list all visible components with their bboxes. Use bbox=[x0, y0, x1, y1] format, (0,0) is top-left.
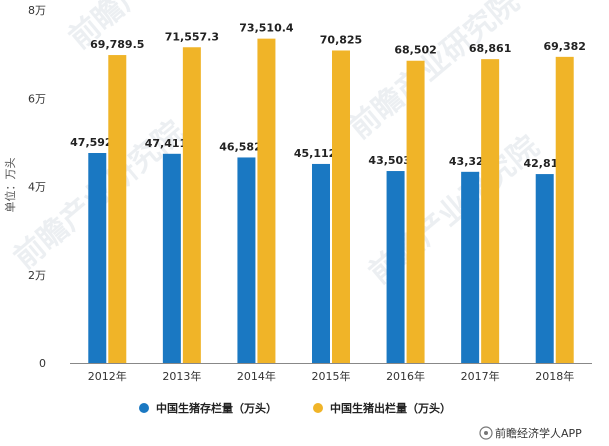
data-label: 43,325 bbox=[449, 155, 491, 168]
bars: 47,592.2 47,411.3 46,582.7 45,112.543,503.7… bbox=[70, 22, 586, 364]
x-tick-label: 2016年 bbox=[386, 369, 425, 383]
x-tick-label: 2018年 bbox=[535, 369, 574, 383]
bar-slaughter-3 bbox=[332, 50, 350, 364]
legend-marker bbox=[139, 403, 149, 413]
bar-stock-0 bbox=[88, 152, 107, 363]
source-logo-dot bbox=[484, 431, 488, 435]
bar-stock-5 bbox=[461, 171, 480, 363]
x-axis: 2012年 2013年 2014年 2015年 2016年 2017年 2018年 bbox=[70, 363, 592, 383]
legend-label: 中国生猪存栏量（万头） bbox=[156, 401, 277, 415]
y-axis-title: 单位：万头 bbox=[3, 158, 17, 213]
bar-slaughter-5 bbox=[481, 59, 500, 363]
data-label: 68,502 bbox=[394, 44, 436, 57]
data-label: 70,825 bbox=[320, 33, 362, 46]
data-label: 73,510.4 bbox=[239, 22, 294, 35]
y-axis: 0 2万 4万 6万 8万 bbox=[28, 4, 46, 370]
legend-marker bbox=[313, 403, 323, 413]
data-label: 42,817 bbox=[523, 157, 565, 170]
y-tick-label: 0 bbox=[39, 357, 46, 370]
bar-stock-6 bbox=[535, 174, 554, 363]
y-tick-label: 2万 bbox=[28, 269, 46, 282]
bar-stock-3 bbox=[312, 163, 330, 363]
bar-slaughter-2 bbox=[257, 38, 276, 363]
x-tick-label: 2015年 bbox=[312, 369, 351, 383]
legend-label: 中国生猪出栏量（万头） bbox=[330, 401, 451, 415]
source-attribution: 前瞻经济学人APP bbox=[479, 426, 582, 440]
x-tick-label: 2014年 bbox=[237, 369, 276, 383]
bar-stock-1 bbox=[162, 153, 181, 363]
data-label: 71,557.3 bbox=[165, 30, 219, 43]
x-tick-label: 2012年 bbox=[88, 369, 127, 383]
data-label: 69,382 bbox=[543, 40, 585, 53]
x-tick-label: 2017年 bbox=[461, 369, 500, 383]
legend: 中国生猪存栏量（万头） 中国生猪出栏量（万头） bbox=[139, 401, 451, 415]
y-tick-label: 8万 bbox=[28, 4, 46, 17]
bar-slaughter-0 bbox=[108, 55, 127, 363]
source-text: 前瞻经济学人APP bbox=[495, 426, 582, 440]
bar-slaughter-1 bbox=[182, 47, 201, 363]
x-tick-label: 2013年 bbox=[162, 369, 201, 383]
data-label: 69,789.5 bbox=[90, 38, 144, 51]
bar-slaughter-6 bbox=[555, 56, 574, 363]
y-tick-label: 6万 bbox=[28, 92, 46, 105]
data-label: 68,861 bbox=[469, 42, 511, 55]
source-logo-icon bbox=[479, 426, 493, 440]
bar-stock-2 bbox=[237, 157, 256, 363]
bar-slaughter-4 bbox=[406, 60, 425, 363]
y-tick-label: 4万 bbox=[28, 181, 46, 194]
bar-stock-4 bbox=[386, 171, 405, 363]
